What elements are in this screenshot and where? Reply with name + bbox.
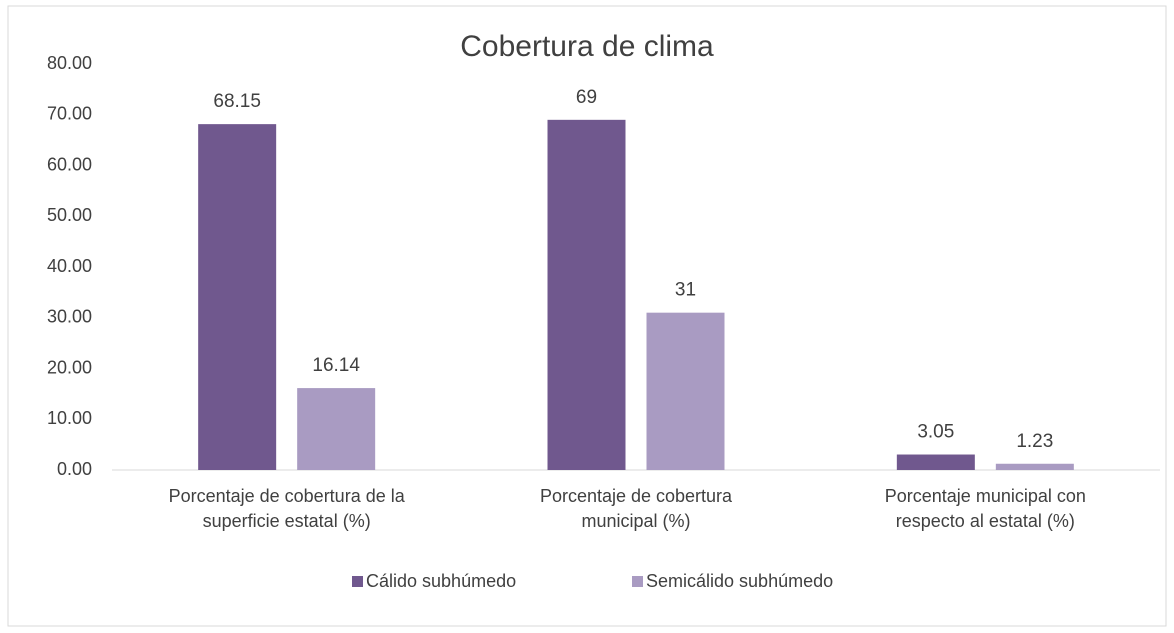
bar [896, 454, 975, 470]
y-tick-label: 10.00 [47, 408, 92, 428]
bar [297, 388, 376, 470]
value-label: 1.23 [1016, 431, 1053, 452]
chart-title: Cobertura de clima [460, 30, 714, 63]
bar [995, 463, 1074, 470]
y-tick-label: 30.00 [47, 307, 92, 327]
value-label: 69 [576, 87, 597, 108]
x-tick-label: Porcentaje de cobertura [540, 486, 733, 506]
y-tick-label: 0.00 [57, 459, 92, 479]
x-tick-label: respecto al estatal (%) [896, 511, 1075, 531]
x-tick-label: Porcentaje municipal con [885, 486, 1086, 506]
y-tick-label: 70.00 [47, 104, 92, 124]
value-label: 3.05 [917, 422, 954, 443]
legend-label: Cálido subhúmedo [366, 571, 516, 591]
value-label: 16.14 [312, 355, 360, 376]
bar [547, 119, 626, 470]
value-label: 31 [675, 280, 696, 301]
y-tick-label: 60.00 [47, 154, 92, 174]
y-tick-label: 80.00 [47, 53, 92, 73]
y-tick-label: 50.00 [47, 205, 92, 225]
y-tick-label: 40.00 [47, 256, 92, 276]
x-tick-label: superficie estatal (%) [203, 511, 371, 531]
bar [198, 124, 277, 471]
legend-swatch [352, 576, 363, 587]
legend-label: Semicálido subhúmedo [646, 571, 833, 591]
legend-swatch [632, 576, 643, 587]
x-tick-label: municipal (%) [581, 511, 690, 531]
bar [646, 312, 725, 470]
value-label: 68.15 [213, 91, 261, 112]
y-tick-label: 20.00 [47, 357, 92, 377]
x-tick-label: Porcentaje de cobertura de la [169, 486, 406, 506]
